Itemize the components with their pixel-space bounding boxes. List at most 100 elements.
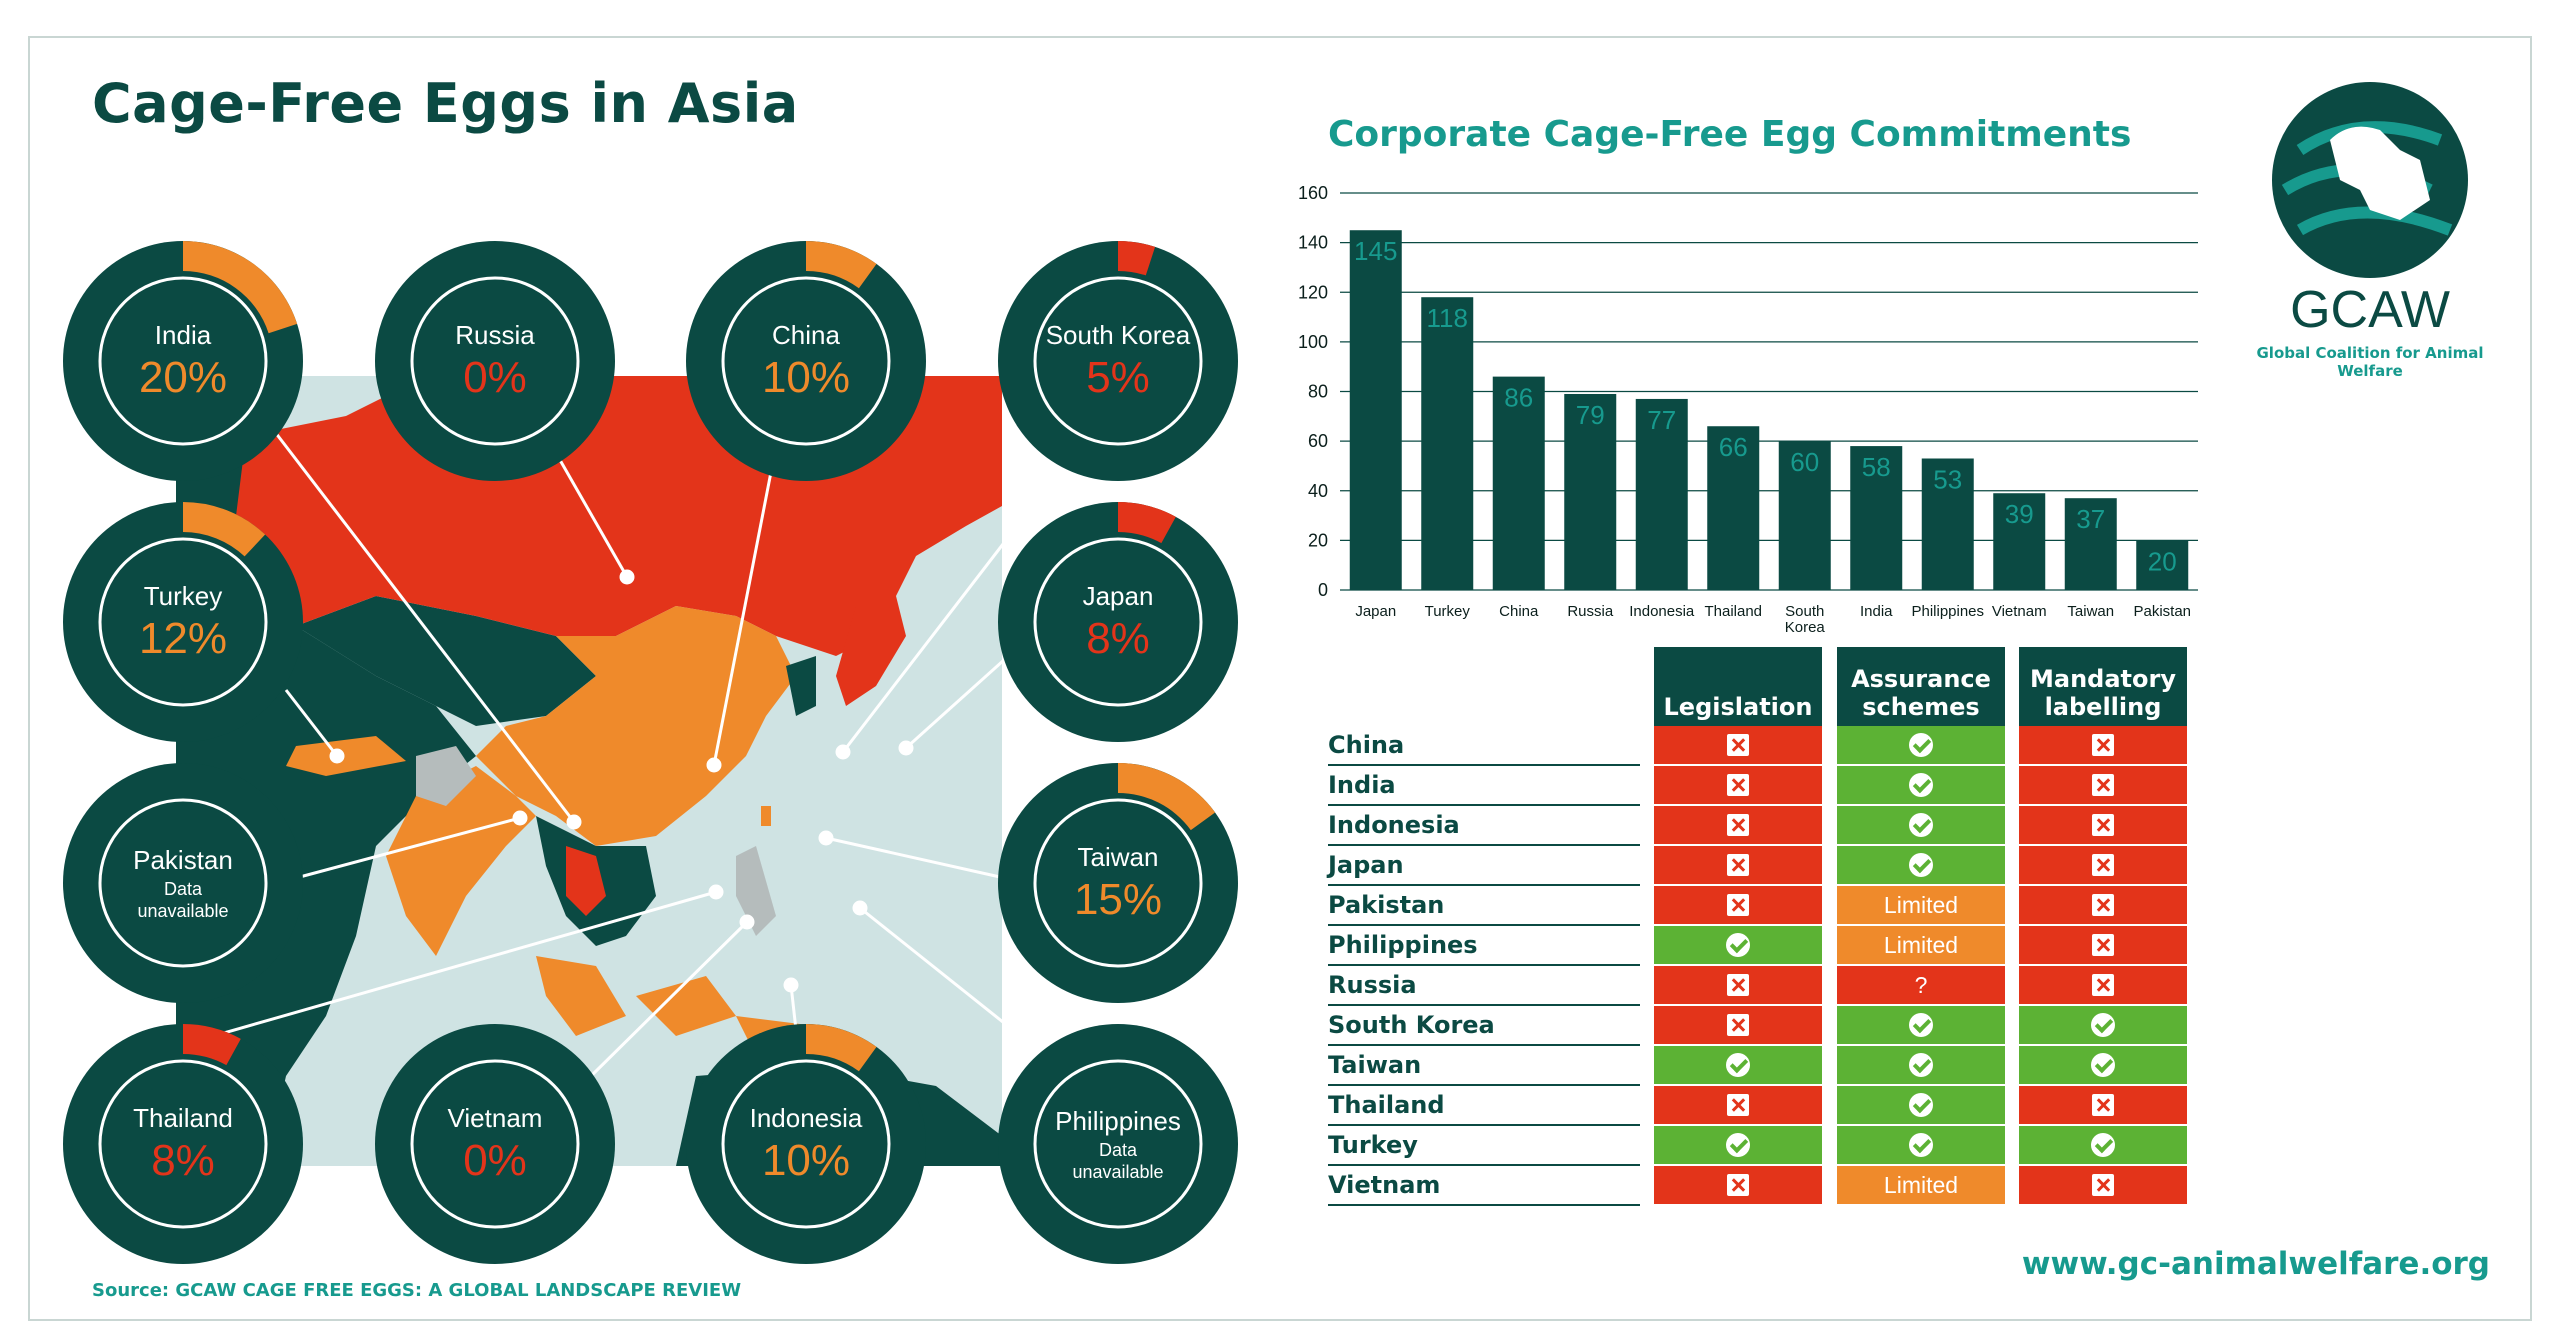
table-row: Indonesia	[1328, 806, 2190, 846]
table-cell	[1654, 1006, 1822, 1044]
donut-country-label: Thailand	[133, 1102, 233, 1133]
bar	[1564, 393, 1617, 590]
table-row-country: Indonesia	[1328, 806, 1640, 846]
cross-icon	[1727, 854, 1749, 876]
donut-country-label: India	[154, 319, 212, 350]
donut-note: Data unavailable	[137, 878, 229, 921]
donut-percent-label: 8%	[151, 1135, 215, 1185]
table-cell: Limited	[1837, 1166, 2005, 1204]
source-note: Source: GCAW CAGE FREE EGGS: A GLOBAL LA…	[92, 1280, 742, 1301]
table-row-country: Vietnam	[1328, 1166, 1640, 1206]
x-tick-label: South	[1785, 603, 1824, 620]
table-row-country: China	[1328, 726, 1640, 766]
cross-icon	[1727, 774, 1749, 796]
table-row-country: South Korea	[1328, 1006, 1640, 1046]
y-tick-label: 80	[1308, 382, 1328, 402]
check-icon	[1909, 1133, 1933, 1157]
table-row: China	[1328, 726, 2190, 766]
donut-country-label: Japan	[1082, 580, 1154, 611]
page-frame	[28, 36, 2532, 1321]
table-cell	[1837, 1086, 2005, 1124]
cross-icon	[1727, 814, 1749, 836]
bar	[1492, 376, 1545, 590]
table-header-legislation: Legislation	[1654, 647, 1822, 729]
table-cell	[1654, 966, 1822, 1004]
donut-country-label: Taiwan	[1077, 841, 1159, 872]
table-cell: Limited	[1837, 886, 2005, 924]
table-cell	[1837, 1006, 2005, 1044]
cross-icon	[1727, 1174, 1749, 1196]
bar	[1993, 493, 2046, 590]
y-tick-label: 40	[1308, 481, 1328, 501]
map-philippines	[736, 846, 776, 936]
donut-turkey: Turkey 12%	[58, 497, 308, 747]
y-tick-label: 60	[1308, 431, 1328, 451]
bar-value-label: 145	[1354, 236, 1397, 266]
donut-note: Data unavailable	[1072, 1139, 1164, 1182]
table-row-country: Russia	[1328, 966, 1640, 1006]
logo-subtitle: Global Coalition for Animal Welfare	[2256, 344, 2484, 380]
table-cell	[1654, 846, 1822, 884]
cross-icon	[2092, 1094, 2114, 1116]
x-tick-label: Indonesia	[1629, 603, 1695, 620]
table-cell-text: Limited	[1883, 1171, 1959, 1198]
table-header-assurance: Assurance schemes	[1837, 647, 2005, 729]
bar	[1921, 458, 1974, 590]
website-link[interactable]: www.gc-animalwelfare.org	[2021, 1246, 2490, 1282]
donut-slice	[806, 1024, 877, 1072]
table-cell-text: Limited	[1883, 891, 1959, 918]
donut-japan: Japan 8%	[993, 497, 1243, 747]
bar-value-label: 60	[1790, 447, 1819, 477]
donut-taiwan: Taiwan 15%	[993, 758, 1243, 1008]
table-cell	[2019, 966, 2187, 1004]
table-row: Thailand	[1328, 1086, 2190, 1126]
table-cell	[1654, 1086, 1822, 1124]
x-tick-label: Japan	[1355, 603, 1396, 620]
donut-south-korea: South Korea 5%	[993, 236, 1243, 486]
x-tick-label: Taiwan	[2067, 603, 2114, 620]
check-icon	[1909, 773, 1933, 797]
table-cell	[1654, 926, 1822, 964]
bar-value-label: 66	[1719, 432, 1748, 462]
table-cell	[2019, 726, 2187, 764]
cross-icon	[1727, 974, 1749, 996]
donut-country-label: Turkey	[143, 580, 223, 611]
cross-icon	[2092, 1174, 2114, 1196]
cross-icon	[2092, 734, 2114, 756]
check-icon	[1909, 813, 1933, 837]
donut-percent-label: 12%	[138, 613, 228, 663]
check-icon	[1726, 1133, 1750, 1157]
x-tick-label: Turkey	[1425, 603, 1471, 620]
donut-china: China 10%	[681, 236, 931, 486]
donut-slice	[1118, 763, 1216, 831]
table-cell-text: Limited	[1883, 931, 1959, 958]
table-cell	[2019, 1166, 2187, 1204]
chart-title: Corporate Cage-Free Egg Commitments	[1328, 114, 2132, 155]
map-taiwan	[761, 806, 771, 826]
donut-country-label: South Korea	[1045, 319, 1191, 350]
table-cell	[1654, 1166, 1822, 1204]
map-korea	[786, 656, 816, 716]
table-cell	[2019, 1086, 2187, 1124]
x-tick-label: India	[1860, 603, 1893, 620]
donut-percent-label: 20%	[138, 352, 228, 402]
page-title: Cage-Free Eggs in Asia	[92, 72, 799, 135]
donut-pakistan: Pakistan Data unavailable	[58, 758, 308, 1008]
table-cell-text: ?	[1914, 971, 1928, 998]
x-tick-label: Philippines	[1911, 603, 1984, 620]
bar-value-label: 86	[1504, 383, 1533, 413]
table-cell	[2019, 1046, 2187, 1084]
bar	[1349, 230, 1402, 590]
check-icon	[1909, 733, 1933, 757]
y-tick-label: 160	[1298, 183, 1328, 203]
donut-percent-label: 10%	[761, 1135, 851, 1185]
table-row: India	[1328, 766, 2190, 806]
table-cell	[1654, 1126, 1822, 1164]
table-row-country: Pakistan	[1328, 886, 1640, 926]
donut-slice	[183, 1024, 241, 1066]
donut-country-label: Indonesia	[749, 1102, 863, 1133]
x-tick-label: Vietnam	[1992, 603, 2047, 620]
x-tick-label: China	[1499, 603, 1539, 620]
bar	[1421, 297, 1474, 590]
donut-philippines: Philippines Data unavailable	[993, 1019, 1243, 1269]
